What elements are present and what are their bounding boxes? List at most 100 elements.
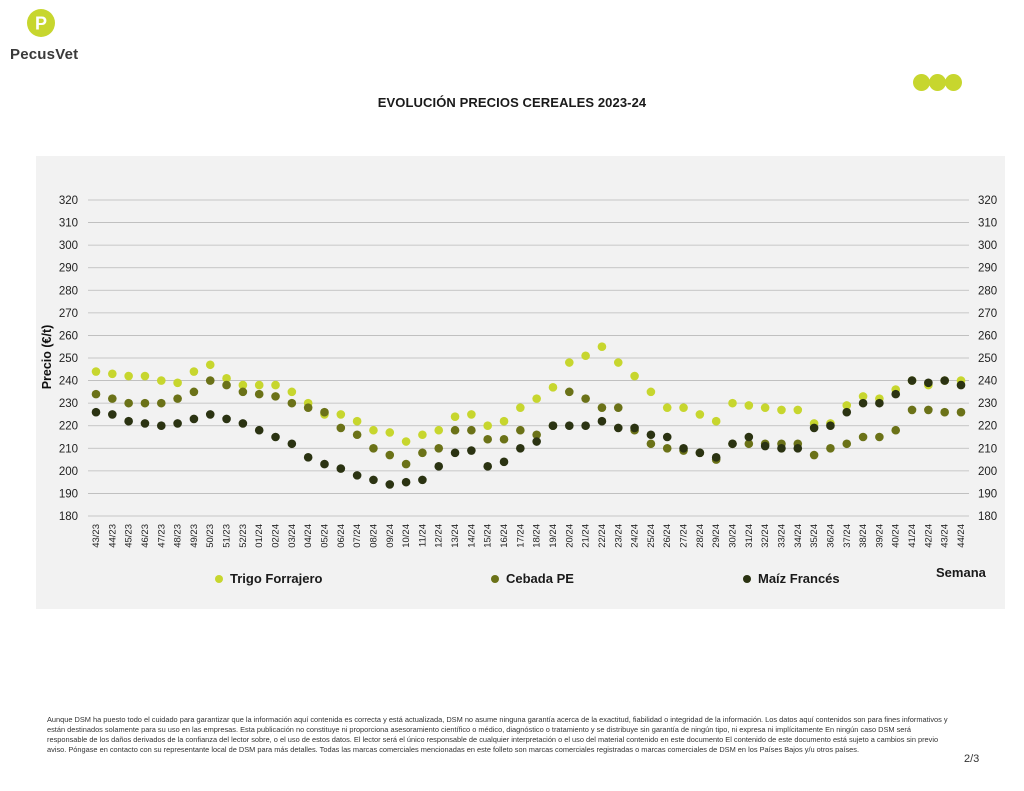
point-cebada xyxy=(336,423,346,433)
legend-item-trigo: Trigo Forrajero xyxy=(215,571,322,586)
point-cebada xyxy=(418,448,427,458)
point-maiz xyxy=(385,480,395,489)
point-trigo xyxy=(467,410,476,419)
point-trigo xyxy=(450,412,460,421)
x-tick-label: 02/24 xyxy=(271,524,282,548)
y-tick-label-right: 180 xyxy=(978,511,997,523)
point-maiz xyxy=(842,407,852,417)
point-trigo xyxy=(156,376,166,385)
point-trigo xyxy=(728,398,737,408)
x-tick-label: 34/24 xyxy=(793,524,804,548)
x-tick-label: 03/24 xyxy=(287,524,298,548)
y-tick-label-left: 220 xyxy=(59,421,78,433)
x-tick-label: 21/24 xyxy=(581,524,592,548)
point-cebada xyxy=(581,394,590,403)
point-cebada xyxy=(646,439,656,449)
point-cebada xyxy=(597,403,607,412)
x-tick-label: 37/24 xyxy=(842,524,853,548)
point-cebada xyxy=(369,443,378,453)
point-trigo xyxy=(516,403,525,412)
point-trigo xyxy=(91,367,101,376)
y-tick-label-right: 270 xyxy=(978,308,997,320)
point-trigo xyxy=(271,380,280,390)
point-cebada xyxy=(858,432,868,442)
x-tick-label: 46/23 xyxy=(140,524,151,548)
point-cebada xyxy=(891,425,901,435)
point-cebada xyxy=(303,403,313,412)
x-tick-label: 04/24 xyxy=(303,524,314,548)
x-tick-label: 50/23 xyxy=(205,524,216,548)
y-tick-label-left: 280 xyxy=(59,285,78,297)
point-cebada xyxy=(189,387,199,397)
point-maiz xyxy=(695,448,705,458)
x-tick-label: 44/24 xyxy=(956,524,967,548)
point-maiz xyxy=(434,462,444,471)
point-maiz xyxy=(418,475,427,485)
x-tick-label: 17/24 xyxy=(515,524,526,548)
y-tick-label-right: 220 xyxy=(978,421,997,433)
point-cebada xyxy=(222,380,231,390)
point-maiz xyxy=(956,380,966,390)
point-cebada xyxy=(434,443,444,453)
point-cebada xyxy=(516,425,525,435)
point-maiz xyxy=(369,475,378,485)
y-tick-label-right: 260 xyxy=(978,330,997,342)
point-maiz xyxy=(581,421,590,431)
page-number: 2/3 xyxy=(964,753,980,765)
y-tick-label-left: 260 xyxy=(59,330,78,342)
x-tick-label: 19/24 xyxy=(548,524,559,548)
point-maiz xyxy=(940,376,949,385)
point-maiz xyxy=(238,419,248,428)
y-tick-label-right: 190 xyxy=(978,488,997,500)
point-trigo xyxy=(352,416,362,426)
point-maiz xyxy=(646,430,656,440)
point-maiz xyxy=(662,432,672,442)
point-maiz xyxy=(924,378,933,388)
point-trigo xyxy=(401,437,411,446)
point-cebada xyxy=(238,387,248,397)
point-trigo xyxy=(662,403,672,412)
x-tick-label: 49/23 xyxy=(189,524,200,548)
point-trigo xyxy=(793,405,803,415)
point-maiz xyxy=(303,453,313,462)
x-tick-label: 24/24 xyxy=(630,524,641,548)
point-trigo xyxy=(532,394,541,403)
point-trigo xyxy=(858,392,868,401)
point-trigo xyxy=(483,421,492,431)
x-tick-label: 42/24 xyxy=(923,524,934,548)
y-tick-label-right: 250 xyxy=(978,353,997,365)
point-trigo xyxy=(254,380,264,390)
point-maiz xyxy=(205,410,215,419)
y-tick-label-right: 230 xyxy=(978,398,997,410)
point-cebada xyxy=(744,439,754,449)
y-tick-label-left: 300 xyxy=(59,240,78,252)
x-tick-label: 38/24 xyxy=(858,524,869,548)
point-cebada xyxy=(940,407,949,417)
point-maiz xyxy=(91,407,101,417)
x-tick-label: 43/24 xyxy=(940,524,951,548)
point-maiz xyxy=(467,446,476,455)
y-tick-label-right: 210 xyxy=(978,443,997,455)
point-maiz xyxy=(793,443,803,453)
point-maiz xyxy=(124,416,133,426)
point-maiz xyxy=(173,419,182,428)
decorative-dot-icon xyxy=(929,74,946,91)
point-cebada xyxy=(205,376,215,385)
disclaimer-text: Aunque DSM ha puesto todo el cuidado par… xyxy=(47,715,948,755)
point-maiz xyxy=(891,389,901,399)
decorative-dot-icon xyxy=(913,74,930,91)
x-tick-label: 45/23 xyxy=(124,524,135,548)
x-tick-label: 41/24 xyxy=(907,524,918,548)
point-maiz xyxy=(140,419,150,428)
point-trigo xyxy=(630,371,639,381)
chart: 180 180 190 190 200 200 210 210 220 220 230 230 240 2… xyxy=(40,195,997,548)
pecusvet-logo-icon: P xyxy=(27,9,55,37)
x-tick-label: 36/24 xyxy=(825,524,836,548)
x-tick-label: 27/24 xyxy=(679,524,690,548)
y-tick-label-left: 210 xyxy=(59,443,78,455)
x-tick-label: 05/24 xyxy=(319,524,330,548)
point-trigo xyxy=(434,425,444,435)
point-maiz xyxy=(760,441,770,451)
x-tick-label: 12/24 xyxy=(434,524,445,548)
point-trigo xyxy=(646,387,656,397)
